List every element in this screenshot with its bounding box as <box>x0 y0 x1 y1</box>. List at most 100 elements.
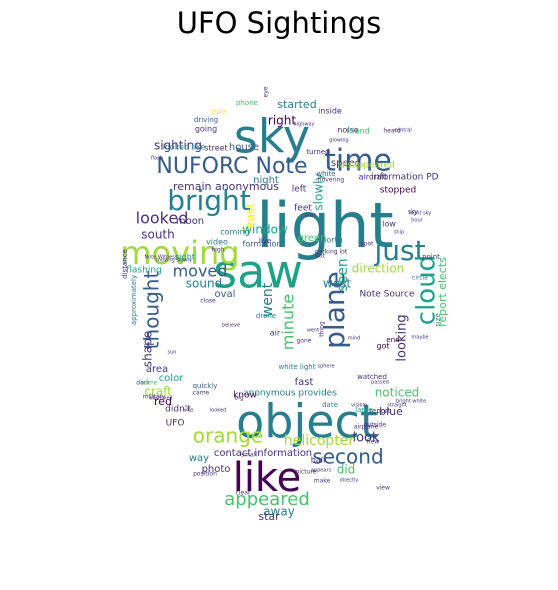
word-believe: believe <box>222 323 240 329</box>
word-view: view <box>376 485 390 492</box>
word-passed: passed <box>371 380 389 386</box>
word-watched: watched <box>357 373 387 381</box>
word-size: size <box>434 313 442 327</box>
word-star: star <box>258 510 280 523</box>
word-phone: phone <box>236 99 258 107</box>
word-low: low <box>382 220 396 229</box>
word-bright-white: bright white <box>396 399 426 405</box>
word-sound: sound <box>186 277 222 291</box>
word-street: street <box>204 144 227 153</box>
word-look: look <box>352 431 380 446</box>
word-outside: outside <box>364 422 386 429</box>
word-make: make <box>314 478 331 485</box>
word-west: west <box>323 277 351 291</box>
word-formation: formation <box>243 240 282 249</box>
word-plane: plane <box>318 271 351 349</box>
word-end: end <box>386 336 399 344</box>
word-window: window <box>242 223 288 237</box>
word-maybe: maybe <box>411 335 428 341</box>
word-small: small <box>241 452 257 459</box>
word-distance: distance <box>121 249 129 279</box>
word-sight: sight <box>175 253 195 262</box>
word-photo: photo <box>202 464 231 475</box>
word-video: video <box>206 238 228 247</box>
word-airplane: airplane <box>354 424 379 431</box>
word-ball: ball <box>311 456 325 465</box>
word-pilot: pilot <box>305 213 316 219</box>
word-looking: looking <box>395 314 410 361</box>
word-came: came <box>193 390 210 397</box>
word-didn-t: didn't <box>165 405 191 415</box>
word-color: color <box>159 373 185 384</box>
word-saw: saw <box>213 245 303 299</box>
word-light: light <box>256 189 393 262</box>
word-disappeared: disappeared <box>339 161 395 171</box>
word-eye: eye <box>263 86 270 97</box>
word-approximately: approximately <box>130 275 138 325</box>
word-fast: fast <box>295 377 314 388</box>
word-point: point <box>422 253 440 261</box>
word-second: second <box>312 445 383 469</box>
word-wife: wife <box>183 408 193 414</box>
word-mile: mile <box>211 108 226 116</box>
word-ship: ship <box>394 230 404 236</box>
word-spot: spot <box>361 241 375 248</box>
word-object: object <box>236 395 378 449</box>
word-night-sky: night sky <box>409 211 432 217</box>
word-night: night <box>253 175 279 186</box>
word-thing: thing <box>319 321 326 337</box>
word-large: large <box>355 406 373 414</box>
word-noticed: noticed <box>375 386 420 400</box>
word-went: went <box>307 328 319 334</box>
word-just: just <box>373 234 425 267</box>
word-appears: appears <box>311 468 332 474</box>
chart-title: UFO Sightings <box>176 6 382 40</box>
word-know: know <box>233 391 257 401</box>
word-moving: moving <box>120 234 239 272</box>
word-mind: mind <box>348 336 361 342</box>
word-got: got <box>376 342 389 351</box>
word-parking-lot: parking lot <box>315 249 348 256</box>
word-area: area <box>146 364 168 375</box>
word-report-elects: report elects <box>436 257 449 327</box>
word-speed: speed <box>331 158 361 169</box>
word-sighting: sighting <box>154 139 202 153</box>
word-heard: heard <box>383 128 401 135</box>
word-moon: moon <box>176 216 204 227</box>
word-information-pd: information PD <box>371 173 438 183</box>
word-note-source: Note Source <box>359 290 415 300</box>
word-remain-anonymous: remain anonymous <box>173 180 279 193</box>
word-report: report <box>369 407 391 415</box>
word-sun: sun <box>168 350 177 356</box>
word-quickly: quickly <box>193 382 218 390</box>
word-went: went <box>260 282 276 317</box>
word-big: big <box>234 395 243 402</box>
word-house: house <box>229 142 259 153</box>
word-coming: coming <box>220 228 249 237</box>
word-bright: bright <box>167 184 251 217</box>
word-dot: dot <box>315 253 325 260</box>
word-started: started <box>277 98 316 111</box>
word-orange: orange <box>193 424 263 448</box>
word-north: north <box>321 236 342 245</box>
word-picture: picture <box>296 469 317 476</box>
word-slowly: slowly <box>312 173 326 210</box>
word-feet: feet <box>294 204 312 214</box>
word-sky: sky <box>234 110 310 164</box>
word-air: air <box>270 329 281 338</box>
word-looked: looked <box>210 408 226 414</box>
word-home: home <box>140 380 157 387</box>
word-moving-slowly: moving slowly <box>156 258 192 264</box>
word-red: red <box>154 395 172 408</box>
word-contact-information: contact information <box>214 448 312 459</box>
word-looked: looked <box>136 209 189 228</box>
word-minute: minute <box>279 294 298 350</box>
word-direction: direction <box>352 262 405 276</box>
word-away: away <box>263 505 295 519</box>
word-flew: flew <box>367 439 379 446</box>
word-friend: friend <box>346 127 369 136</box>
word-anonymous-provides: anonymous provides <box>243 389 337 399</box>
word-did: did <box>337 463 356 477</box>
